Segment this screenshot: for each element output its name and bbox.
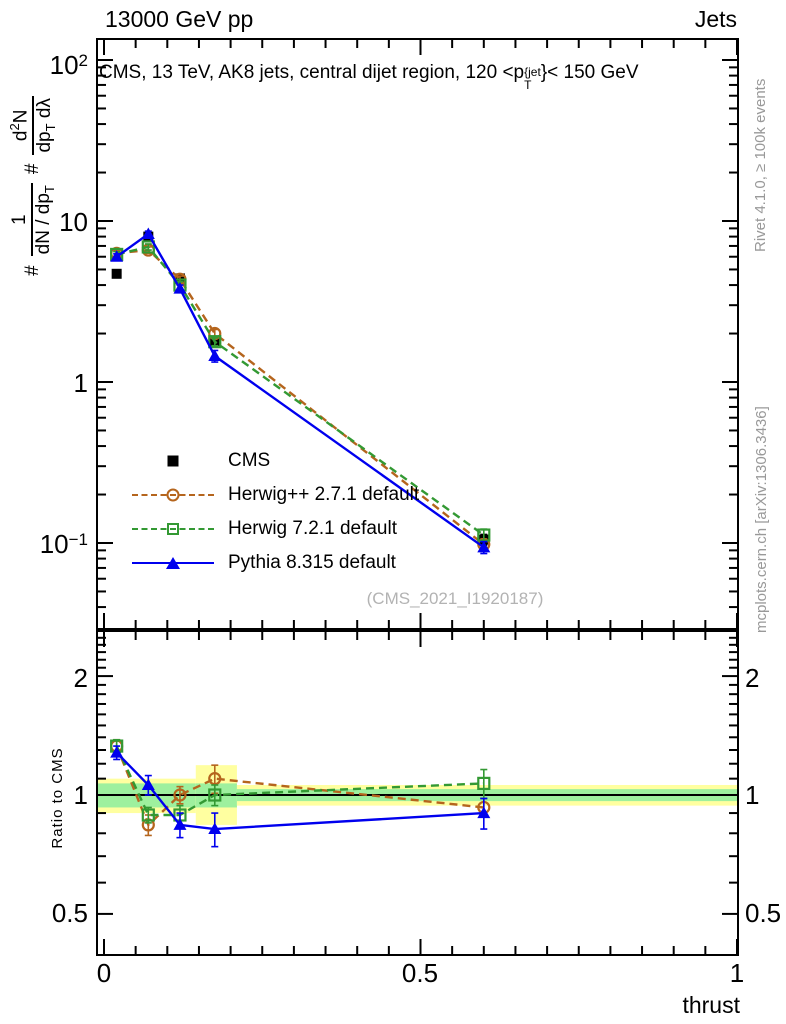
legend: CMS Herwig++ 2.7.1 default Herwig 7.2.1 …	[132, 444, 419, 580]
ytick-10: 10	[59, 207, 88, 237]
open-square-icon	[167, 523, 179, 535]
x-axis-label: thrust	[682, 992, 740, 1018]
open-circle-icon	[166, 488, 180, 502]
ratio-ytick-2-right: 2	[745, 663, 760, 693]
ratio-ytick-0p5-right: 0.5	[745, 898, 782, 928]
filled-triangle-icon	[166, 557, 180, 569]
hash-symbol: #	[22, 163, 43, 175]
beam-energy-label: 13000 GeV pp	[105, 6, 254, 32]
analysis-group-label: Jets	[694, 6, 737, 32]
pt-jet-superscript: {jet T	[524, 65, 541, 92]
legend-label: Herwig++ 2.7.1 default	[228, 484, 420, 505]
mcplots-arxiv-note: mcplots.cern.ch [arXiv:1306.3436]	[753, 406, 770, 633]
pythia-marker-sample	[132, 553, 214, 573]
fraction-2: d2N dpT dλ	[6, 96, 59, 155]
fraction-1: 1 dN / dpT	[8, 183, 58, 257]
ratio-plot-panel	[96, 630, 739, 956]
rivet-version-note: Rivet 4.1.0, ≥ 100k events	[752, 78, 769, 252]
ratio-ytick-0p5-left: 0.5	[51, 898, 88, 928]
herwig7-marker-sample	[132, 519, 214, 539]
legend-item-pythia: Pythia 8.315 default	[132, 546, 419, 580]
ratio-ytick-2-left: 2	[73, 663, 88, 693]
main-plot-panel	[96, 38, 739, 630]
plot-title-text: CMS, 13 TeV, AK8 jets, central dijet reg…	[99, 62, 525, 83]
ytick-0p1: 10−1	[39, 529, 88, 559]
xtick-0p5: 0.5	[401, 958, 439, 988]
legend-item-herwig7: Herwig 7.2.1 default	[132, 512, 419, 546]
legend-label: CMS	[228, 450, 271, 471]
herwigpp-marker-sample	[132, 485, 214, 505]
hash-symbol: #	[22, 265, 43, 276]
main-plot-canvas	[98, 40, 737, 628]
ytick-100: 102	[49, 50, 88, 80]
legend-label: Herwig 7.2.1 default	[228, 518, 397, 539]
ratio-y-axis-label: Ratio to CMS	[49, 747, 66, 849]
y-axis-label: # 1 dN / dpT # d2N dpT dλ	[7, 26, 59, 346]
ratio-ytick-1-left: 1	[73, 780, 88, 810]
analysis-id-watermark: (CMS_2021_I1920187)	[366, 589, 544, 608]
ratio-ytick-1-right: 1	[745, 780, 760, 810]
cms-marker-sample	[132, 451, 214, 471]
ytick-1: 1	[73, 368, 88, 398]
legend-item-cms: CMS	[132, 444, 419, 478]
legend-label: Pythia 8.315 default	[228, 552, 396, 573]
xtick-0: 0	[96, 958, 112, 988]
plot-title: CMS, 13 TeV, AK8 jets, central dijet reg…	[99, 62, 639, 92]
filled-square-icon	[167, 455, 179, 467]
xtick-1: 1	[729, 958, 745, 988]
ratio-plot-canvas	[98, 632, 737, 954]
legend-item-herwigpp: Herwig++ 2.7.1 default	[132, 478, 419, 512]
